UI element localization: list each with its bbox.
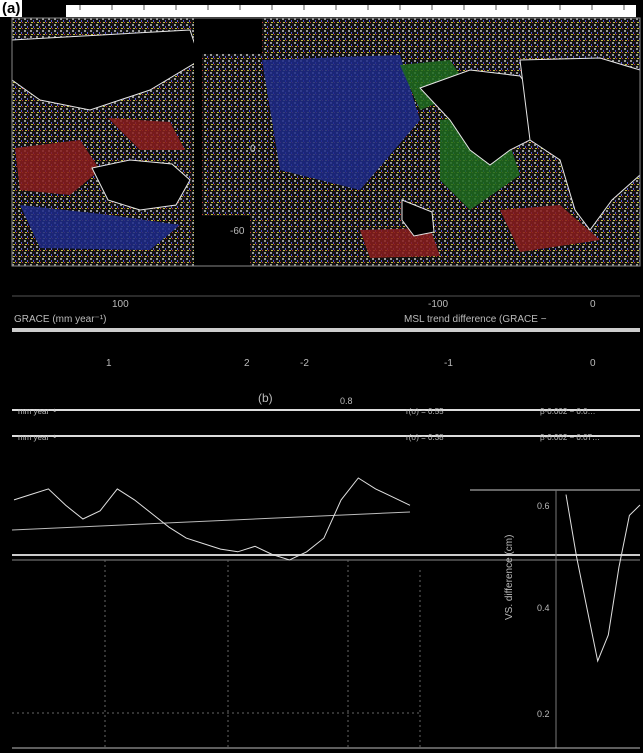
- top-axis-strip: [66, 5, 636, 17]
- series-c: [565, 494, 641, 663]
- c-ytick-04: 0.4: [537, 603, 550, 613]
- series-c-line: [565, 494, 641, 663]
- seam-block-2: [194, 216, 250, 266]
- legend-1-right: β·0.002 − 0.0…: [540, 407, 596, 416]
- landmass-tip: [401, 199, 435, 237]
- lat-label-60: -60: [230, 226, 245, 237]
- colorbar-right-tick-1: -2: [300, 358, 309, 369]
- panel-b-label: (b): [258, 391, 273, 405]
- lon-label-0: 0: [590, 299, 596, 310]
- trend-region: [20, 205, 180, 250]
- timeseries-panel: (b) 0.8 mm year⁻¹ r(σ) = 0.55 β·0.002 − …: [11, 391, 640, 561]
- colorbar-right-title: MSL trend difference (GRACE −: [404, 314, 547, 325]
- seam-block: [202, 18, 262, 54]
- colorbar-left-title: GRACE (mm year⁻¹): [14, 314, 107, 325]
- panel-a-label: (a): [0, 0, 23, 17]
- legend-2-left: mm year⁻¹: [18, 433, 56, 442]
- series-b-line: [13, 477, 411, 561]
- colorbar-strip: [12, 328, 640, 332]
- lon-label-neg100: -100: [428, 299, 448, 310]
- trend-region: [360, 228, 440, 258]
- colorbar-left-tick-1: 1: [106, 358, 112, 369]
- trend-region: [108, 118, 185, 150]
- panel-a-label-text: (a): [2, 0, 21, 17]
- legend-1-left: mm year⁻¹: [18, 407, 56, 416]
- colorbar-right-tick-3: 0: [590, 358, 596, 369]
- colorbar-left-tick-2: 2: [244, 358, 250, 369]
- legend-2-mid: r(σ) = 0.38: [406, 433, 444, 442]
- c-ytick-02: 0.2: [537, 709, 550, 719]
- trend-line: [11, 511, 411, 531]
- c-ytick-06: 0.6: [537, 501, 550, 511]
- c-ylabel: VS. difference (cm): [504, 535, 515, 620]
- seam-1: [194, 18, 202, 266]
- trend-region: [262, 55, 420, 190]
- landmass-asia: [11, 29, 201, 111]
- landmass-south-america: [419, 69, 546, 166]
- landmass-africa: [519, 57, 641, 231]
- continents: [11, 29, 641, 237]
- trend-region: [500, 205, 600, 252]
- legend-1-mid: r(σ) = 0.55: [406, 407, 444, 416]
- top-axis-ticks: [79, 5, 625, 10]
- lon-label-100: 100: [112, 299, 129, 310]
- series-b: [13, 477, 411, 561]
- map-panel: 0 -60 100 -100 0 GRACE (mm year⁻¹) MSL t…: [11, 5, 641, 369]
- trend-region: [15, 140, 100, 195]
- difference-panel: 0.6 0.4 0.2 VS. difference (cm): [12, 490, 641, 749]
- panel-b-ytick: 0.8: [340, 396, 353, 406]
- landmass-australia: [91, 159, 191, 211]
- lat-label-0: 0: [250, 144, 256, 155]
- map-border: [11, 17, 641, 267]
- colorbar-right-tick-2: -1: [444, 358, 453, 369]
- legend-2-right: β·0.002 − 0.07…: [540, 433, 600, 442]
